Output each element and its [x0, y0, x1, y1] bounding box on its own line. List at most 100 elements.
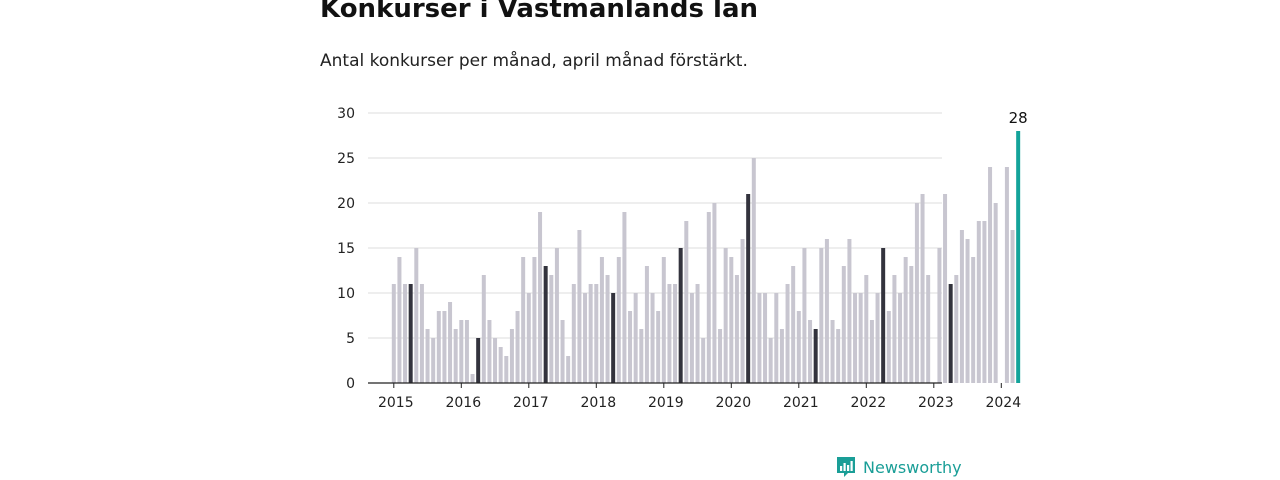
bar [414, 248, 419, 383]
bar [509, 329, 514, 383]
bar [937, 248, 942, 383]
bar [588, 284, 593, 383]
bar [774, 293, 779, 383]
bar [695, 284, 700, 383]
bar [476, 338, 481, 383]
bar [408, 284, 413, 383]
newsworthy-logo: Newsworthy [835, 454, 962, 480]
bar [470, 374, 475, 383]
bar [481, 275, 486, 383]
bar [493, 338, 498, 383]
bar [729, 257, 734, 383]
bar [926, 275, 931, 383]
bar [616, 257, 621, 383]
bar [802, 248, 807, 383]
bar [560, 320, 565, 383]
bar [723, 248, 728, 383]
bar [779, 329, 784, 383]
bar [841, 266, 846, 383]
bar [639, 329, 644, 383]
bar [982, 221, 987, 383]
bar [869, 320, 874, 383]
bar [864, 275, 869, 383]
bar [667, 284, 672, 383]
bar [1010, 230, 1015, 383]
brand-name: Newsworthy [863, 457, 962, 477]
bar [442, 311, 447, 383]
bar [914, 203, 919, 383]
bar [993, 203, 998, 383]
bar [813, 329, 818, 383]
bar [785, 284, 790, 383]
y-tick-label: 20 [337, 196, 355, 212]
bar [453, 329, 458, 383]
bar [763, 293, 768, 383]
x-tick-label: 2019 [648, 395, 684, 411]
bar [487, 320, 492, 383]
data-labels: 28 [1009, 109, 1028, 127]
bar [526, 293, 531, 383]
y-tick-label: 25 [337, 151, 355, 167]
y-tick-label: 15 [337, 241, 355, 257]
bar [740, 239, 745, 383]
bar [757, 293, 762, 383]
bar [881, 248, 886, 383]
bar [628, 311, 633, 383]
bar [543, 266, 548, 383]
bar [718, 329, 723, 383]
bar [920, 194, 925, 383]
bar [976, 221, 981, 383]
bar [554, 248, 559, 383]
bar [684, 221, 689, 383]
bar [819, 248, 824, 383]
bar [954, 275, 959, 383]
bar [791, 266, 796, 383]
x-axis: 2015 2016 2017 2018 2019 2020 2021 2022 2023 2024 [368, 382, 1021, 411]
bar [768, 338, 773, 383]
bar [521, 257, 526, 383]
bar [853, 293, 858, 383]
bar [689, 293, 694, 383]
bar [1004, 167, 1009, 383]
y-tick-label: 5 [346, 331, 355, 347]
bar [515, 311, 520, 383]
bar [583, 293, 588, 383]
x-tick-label: 2017 [513, 395, 549, 411]
bar [903, 257, 908, 383]
bar [808, 320, 813, 383]
bar [566, 356, 571, 383]
bar [847, 239, 852, 383]
bar [796, 311, 801, 383]
x-tick-label: 2023 [918, 395, 954, 411]
bar [836, 329, 841, 383]
y-tick-label: 0 [346, 376, 355, 392]
bar [549, 275, 554, 383]
bar [611, 293, 616, 383]
chart-title: Konkurser i Västmanlands län [320, 0, 759, 24]
bar [751, 158, 756, 383]
bar [397, 257, 402, 383]
x-tick-label: 2020 [715, 395, 751, 411]
bar [909, 266, 914, 383]
bar [706, 212, 711, 383]
x-tick-label: 2015 [378, 395, 414, 411]
bar [459, 320, 464, 383]
bar [892, 275, 897, 383]
bar [746, 194, 751, 383]
latest-value-label: 28 [1009, 109, 1028, 127]
bar [622, 212, 627, 383]
x-tick-label: 2022 [850, 395, 886, 411]
y-tick-label: 10 [337, 286, 355, 302]
bar [886, 311, 891, 383]
bar [650, 293, 655, 383]
bar [577, 230, 582, 383]
bar [605, 275, 610, 383]
bar [898, 293, 903, 383]
bar [425, 329, 430, 383]
bar [1016, 131, 1021, 383]
bar-chart-speech-bubble-icon [837, 457, 855, 477]
x-tick-label: 2016 [445, 395, 481, 411]
bar [858, 293, 863, 383]
bar [678, 248, 683, 383]
bar [988, 167, 993, 383]
